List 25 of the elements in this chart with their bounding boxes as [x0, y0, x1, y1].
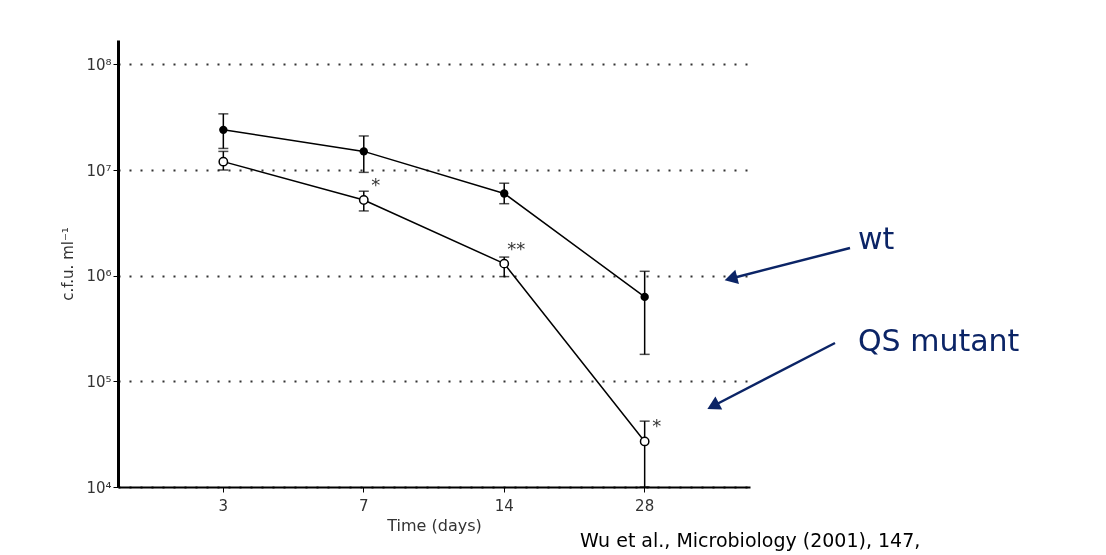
- x-tick-label: 28: [635, 496, 655, 515]
- x-tick-label: 7: [359, 496, 369, 515]
- point: [639, 436, 650, 447]
- y-axis-title: c.f.u. ml⁻¹: [59, 227, 78, 301]
- x-tick-label: 14: [494, 496, 514, 515]
- x-axis-title: Time (days): [386, 515, 482, 535]
- y-tick-label: 10⁷: [86, 161, 112, 180]
- text: Wu et al., Microbiology (2001), 147,: [580, 529, 921, 551]
- y-tick-label: 10⁵: [86, 372, 112, 391]
- y-tick-label: 10⁴: [86, 478, 112, 497]
- point: [640, 292, 649, 302]
- y-tick-label: 10⁶: [86, 267, 112, 286]
- text: QS mutant: [858, 323, 1020, 358]
- annotation: **: [507, 237, 526, 259]
- y-tick-label: 10⁸: [86, 55, 112, 74]
- text: wt: [858, 221, 895, 256]
- point: [219, 125, 228, 135]
- point: [359, 147, 368, 156]
- point: [499, 258, 510, 269]
- x-tick-label: 3: [218, 496, 229, 515]
- point: [500, 189, 509, 198]
- point: [358, 195, 369, 205]
- point: [218, 156, 229, 167]
- annotation: *: [371, 174, 381, 196]
- annotation: *: [652, 415, 662, 437]
